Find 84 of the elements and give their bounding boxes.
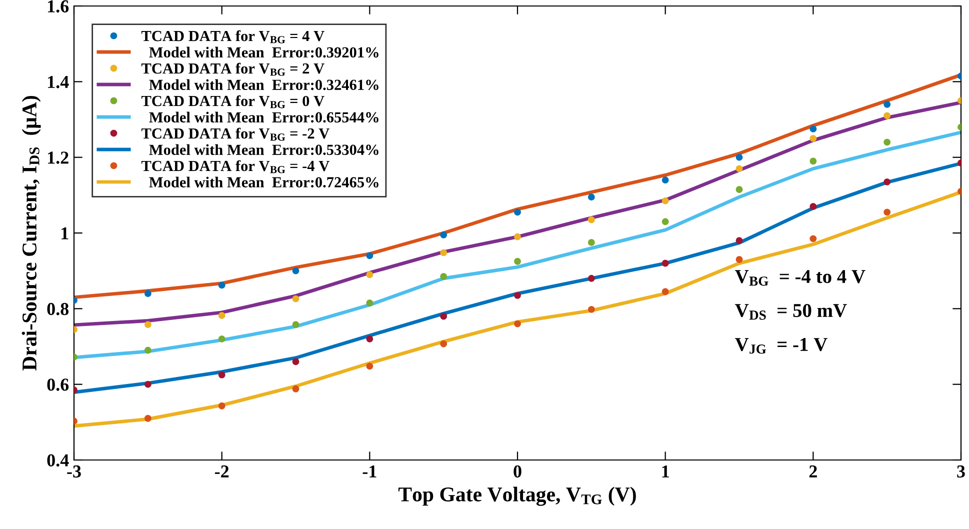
point [662, 288, 669, 296]
point [810, 134, 817, 142]
point [514, 258, 521, 265]
point [218, 312, 226, 319]
point [588, 274, 595, 282]
legend-label: TCAD DATA for V$_{BG}$ = 4 V [141, 30, 324, 44]
point [810, 203, 817, 210]
y-tick-label: 1 [62, 227, 68, 240]
point [292, 321, 300, 328]
point [736, 186, 743, 193]
x-tick-label: 3 [957, 465, 965, 478]
point [292, 267, 300, 274]
point [736, 165, 743, 172]
point [884, 208, 891, 216]
annotation: V$_{BG}$ = -4 to 4 V [735, 270, 866, 286]
x-axis-title: Top Gate Voltage, V$_{TG}$ (V) [398, 486, 636, 506]
legend-label: Model with Mean Error:0.39201% [149, 46, 378, 58]
y-tick-label: 1.2 [48, 152, 68, 164]
point [218, 371, 226, 378]
point [588, 216, 595, 224]
point [144, 414, 152, 422]
annotation: V$_{JG}$ = -1 V [735, 338, 828, 354]
legend-label: Model with Mean Error:0.65544% [149, 112, 378, 123]
point [440, 231, 448, 238]
y-tick-label: 0.6 [47, 378, 69, 391]
point [810, 125, 817, 132]
point [588, 306, 595, 313]
point [810, 158, 817, 165]
point [366, 271, 374, 278]
point [514, 233, 521, 240]
point [588, 194, 595, 201]
y-tick-label: 0.4 [47, 454, 69, 467]
legend-label: Model with Mean Error:0.72465% [149, 176, 378, 188]
point [662, 218, 669, 226]
annotation: V$_{DS}$ = 50 mV [735, 304, 847, 320]
legend-label: Model with Mean Error:0.32461% [149, 79, 378, 90]
point [366, 300, 374, 306]
point [514, 320, 521, 328]
point [810, 235, 817, 242]
point [366, 335, 374, 342]
point [884, 138, 891, 146]
y-tick-label: 1.4 [48, 76, 69, 88]
point [218, 335, 226, 342]
x-tick-label: 2 [809, 465, 817, 478]
x-tick-label: 1 [662, 465, 669, 478]
point [292, 295, 300, 302]
point [144, 321, 152, 328]
legend-label: TCAD DATA for V$_{BG}$ = -4 V [141, 160, 330, 174]
y-tick-label: 0.8 [47, 302, 69, 316]
point [440, 249, 448, 256]
legend-label: Model with Mean Error:0.53304% [149, 144, 378, 156]
x-tick-label: -2 [214, 465, 229, 478]
point [662, 197, 669, 204]
point [440, 312, 448, 320]
point [366, 252, 374, 260]
legend-label: TCAD DATA for V$_{BG}$ = 0 V [141, 95, 324, 108]
legend-label: TCAD DATA for V$_{BG}$ = -2 V [141, 128, 330, 141]
point [884, 112, 891, 120]
y-tick-label: 1.6 [48, 0, 69, 13]
point [440, 340, 448, 348]
x-tick-label: -3 [67, 465, 81, 478]
point [440, 273, 448, 280]
point [514, 208, 521, 216]
x-tick-label: 0 [514, 465, 522, 478]
point [662, 260, 669, 267]
point [218, 282, 226, 289]
point [292, 358, 300, 366]
x-tick-label: -1 [362, 465, 376, 478]
point [736, 154, 743, 161]
legend-label: TCAD DATA for V$_{BG}$ = 2 V [141, 62, 324, 76]
point [218, 402, 226, 410]
point [588, 238, 595, 246]
point [144, 290, 152, 298]
point [736, 256, 743, 263]
point [144, 380, 152, 388]
point [884, 178, 891, 186]
point [884, 100, 891, 108]
point [144, 346, 152, 354]
point [736, 237, 743, 244]
point [514, 292, 521, 299]
point [662, 176, 669, 184]
point [366, 362, 374, 370]
y-axis-title: Drai-Source Current, I$_{DS}$ (μA) [22, 96, 41, 371]
point [292, 385, 300, 392]
